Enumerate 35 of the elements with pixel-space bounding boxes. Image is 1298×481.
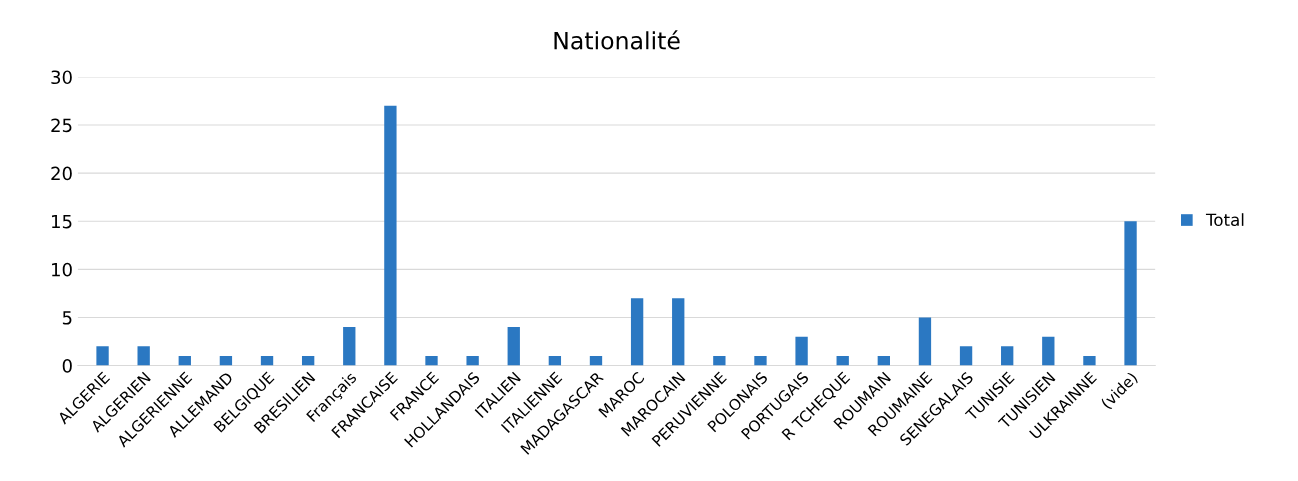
bar	[343, 327, 356, 366]
bar	[260, 355, 274, 366]
y-tick-label: 25	[51, 118, 72, 133]
bar	[178, 355, 191, 366]
chart-title: Nationalité	[554, 30, 680, 50]
bar	[1001, 346, 1014, 366]
bar	[96, 346, 109, 366]
bar	[219, 355, 233, 366]
y-tick-label: 10	[52, 262, 72, 277]
bar	[384, 105, 397, 366]
bar	[1042, 336, 1055, 366]
bar	[1124, 221, 1137, 366]
bar	[877, 355, 890, 366]
bar	[137, 346, 150, 366]
bar	[301, 355, 315, 366]
y-tick-label: 5	[62, 311, 72, 325]
bar	[425, 355, 438, 366]
bar	[589, 355, 603, 366]
bar	[630, 298, 644, 366]
bar	[1083, 355, 1096, 366]
y-tick-label: 30	[51, 70, 72, 85]
bar	[507, 327, 520, 366]
bar	[918, 317, 932, 366]
bar	[713, 355, 726, 366]
bar	[466, 355, 479, 366]
y-tick-label: 15	[52, 214, 72, 229]
bar	[836, 355, 849, 366]
bar	[959, 346, 973, 366]
y-tick-label: 20	[51, 166, 72, 181]
y-tick-label: 0	[62, 359, 72, 373]
bar	[672, 298, 685, 366]
bar	[548, 355, 562, 366]
legend-label: Total	[1205, 213, 1244, 227]
bar	[795, 336, 808, 366]
bar	[754, 355, 767, 366]
